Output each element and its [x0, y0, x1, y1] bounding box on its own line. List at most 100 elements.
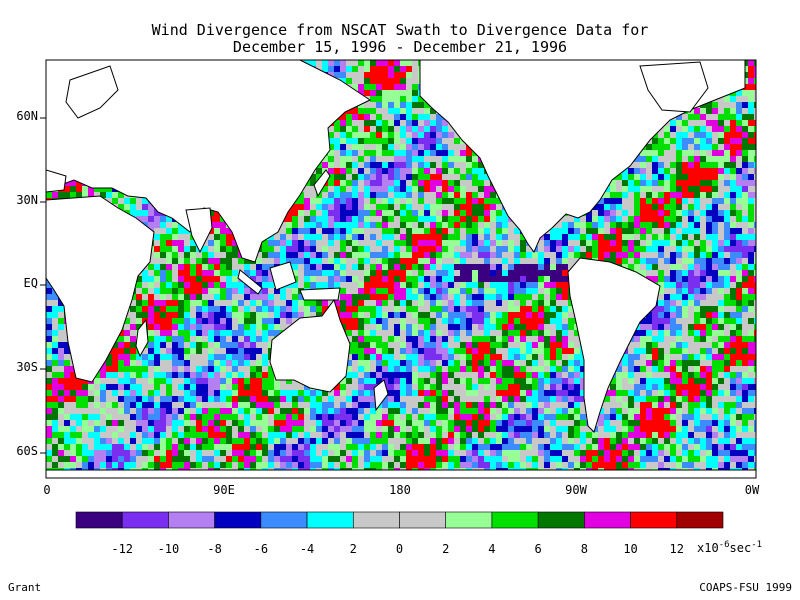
field-cell — [418, 180, 424, 186]
field-cell — [304, 276, 310, 282]
field-cell — [736, 150, 742, 156]
field-cell — [460, 162, 466, 168]
field-cell — [328, 240, 334, 246]
field-cell — [478, 192, 484, 198]
field-cell — [220, 264, 226, 270]
field-cell — [694, 270, 700, 276]
field-cell — [274, 306, 280, 312]
field-cell — [376, 138, 382, 144]
field-cell — [724, 234, 730, 240]
field-cell — [502, 276, 508, 282]
field-cell — [334, 138, 340, 144]
field-cell — [700, 150, 706, 156]
field-cell — [496, 306, 502, 312]
field-cell — [700, 222, 706, 228]
field-cell — [130, 300, 136, 306]
field-cell — [166, 234, 172, 240]
field-cell — [532, 306, 538, 312]
field-cell — [208, 258, 214, 264]
field-cell — [724, 174, 730, 180]
field-cell — [718, 132, 724, 138]
field-cell — [316, 300, 322, 306]
field-cell — [730, 288, 736, 294]
field-cell — [466, 264, 472, 270]
field-cell — [352, 306, 358, 312]
field-cell — [724, 150, 730, 156]
field-cell — [352, 204, 358, 210]
field-cell — [442, 132, 448, 138]
field-cell — [490, 240, 496, 246]
field-cell — [592, 204, 598, 210]
field-cell — [742, 156, 748, 162]
field-cell — [730, 306, 736, 312]
field-cell — [508, 222, 514, 228]
field-cell — [244, 270, 250, 276]
field-cell — [166, 228, 172, 234]
field-cell — [202, 264, 208, 270]
field-cell — [454, 210, 460, 216]
field-cell — [352, 78, 358, 84]
field-cell — [334, 180, 340, 186]
field-cell — [400, 264, 406, 270]
field-cell — [628, 234, 634, 240]
field-cell — [262, 270, 268, 276]
field-cell — [274, 258, 280, 264]
field-cell — [190, 294, 196, 300]
field-cell — [400, 288, 406, 294]
field-cell — [724, 210, 730, 216]
field-cell — [286, 252, 292, 258]
field-cell — [376, 276, 382, 282]
field-cell — [730, 174, 736, 180]
field-cell — [640, 234, 646, 240]
field-cell — [640, 168, 646, 174]
field-cell — [322, 246, 328, 252]
field-cell — [652, 234, 658, 240]
field-cell — [484, 282, 490, 288]
field-cell — [466, 282, 472, 288]
field-cell — [742, 108, 748, 114]
field-cell — [202, 300, 208, 306]
field-cell — [718, 294, 724, 300]
field-cell — [640, 246, 646, 252]
field-cell — [346, 114, 352, 120]
field-cell — [448, 300, 454, 306]
field-cell — [346, 126, 352, 132]
field-cell — [712, 138, 718, 144]
field-cell — [46, 306, 52, 312]
field-cell — [574, 252, 580, 258]
field-cell — [352, 258, 358, 264]
field-cell — [424, 126, 430, 132]
field-cell — [508, 234, 514, 240]
field-cell — [304, 216, 310, 222]
field-cell — [706, 276, 712, 282]
field-cell — [196, 276, 202, 282]
field-cell — [430, 150, 436, 156]
field-cell — [640, 264, 646, 270]
field-cell — [472, 288, 478, 294]
field-cell — [568, 240, 574, 246]
field-cell — [418, 114, 424, 120]
field-cell — [598, 216, 604, 222]
field-cell — [130, 210, 136, 216]
field-cell — [748, 288, 754, 294]
field-cell — [346, 132, 352, 138]
field-cell — [754, 156, 756, 162]
field-cell — [466, 180, 472, 186]
field-cell — [340, 138, 346, 144]
field-cell — [520, 240, 526, 246]
field-cell — [184, 228, 190, 234]
field-cell — [418, 198, 424, 204]
field-cell — [406, 204, 412, 210]
field-cell — [142, 294, 148, 300]
field-cell — [634, 168, 640, 174]
field-cell — [340, 264, 346, 270]
field-cell — [358, 192, 364, 198]
field-cell — [394, 138, 400, 144]
field-cell — [670, 174, 676, 180]
field-cell — [382, 306, 388, 312]
field-cell — [754, 288, 756, 294]
field-cell — [748, 78, 754, 84]
field-cell — [472, 186, 478, 192]
field-cell — [268, 294, 274, 300]
field-cell — [250, 288, 256, 294]
